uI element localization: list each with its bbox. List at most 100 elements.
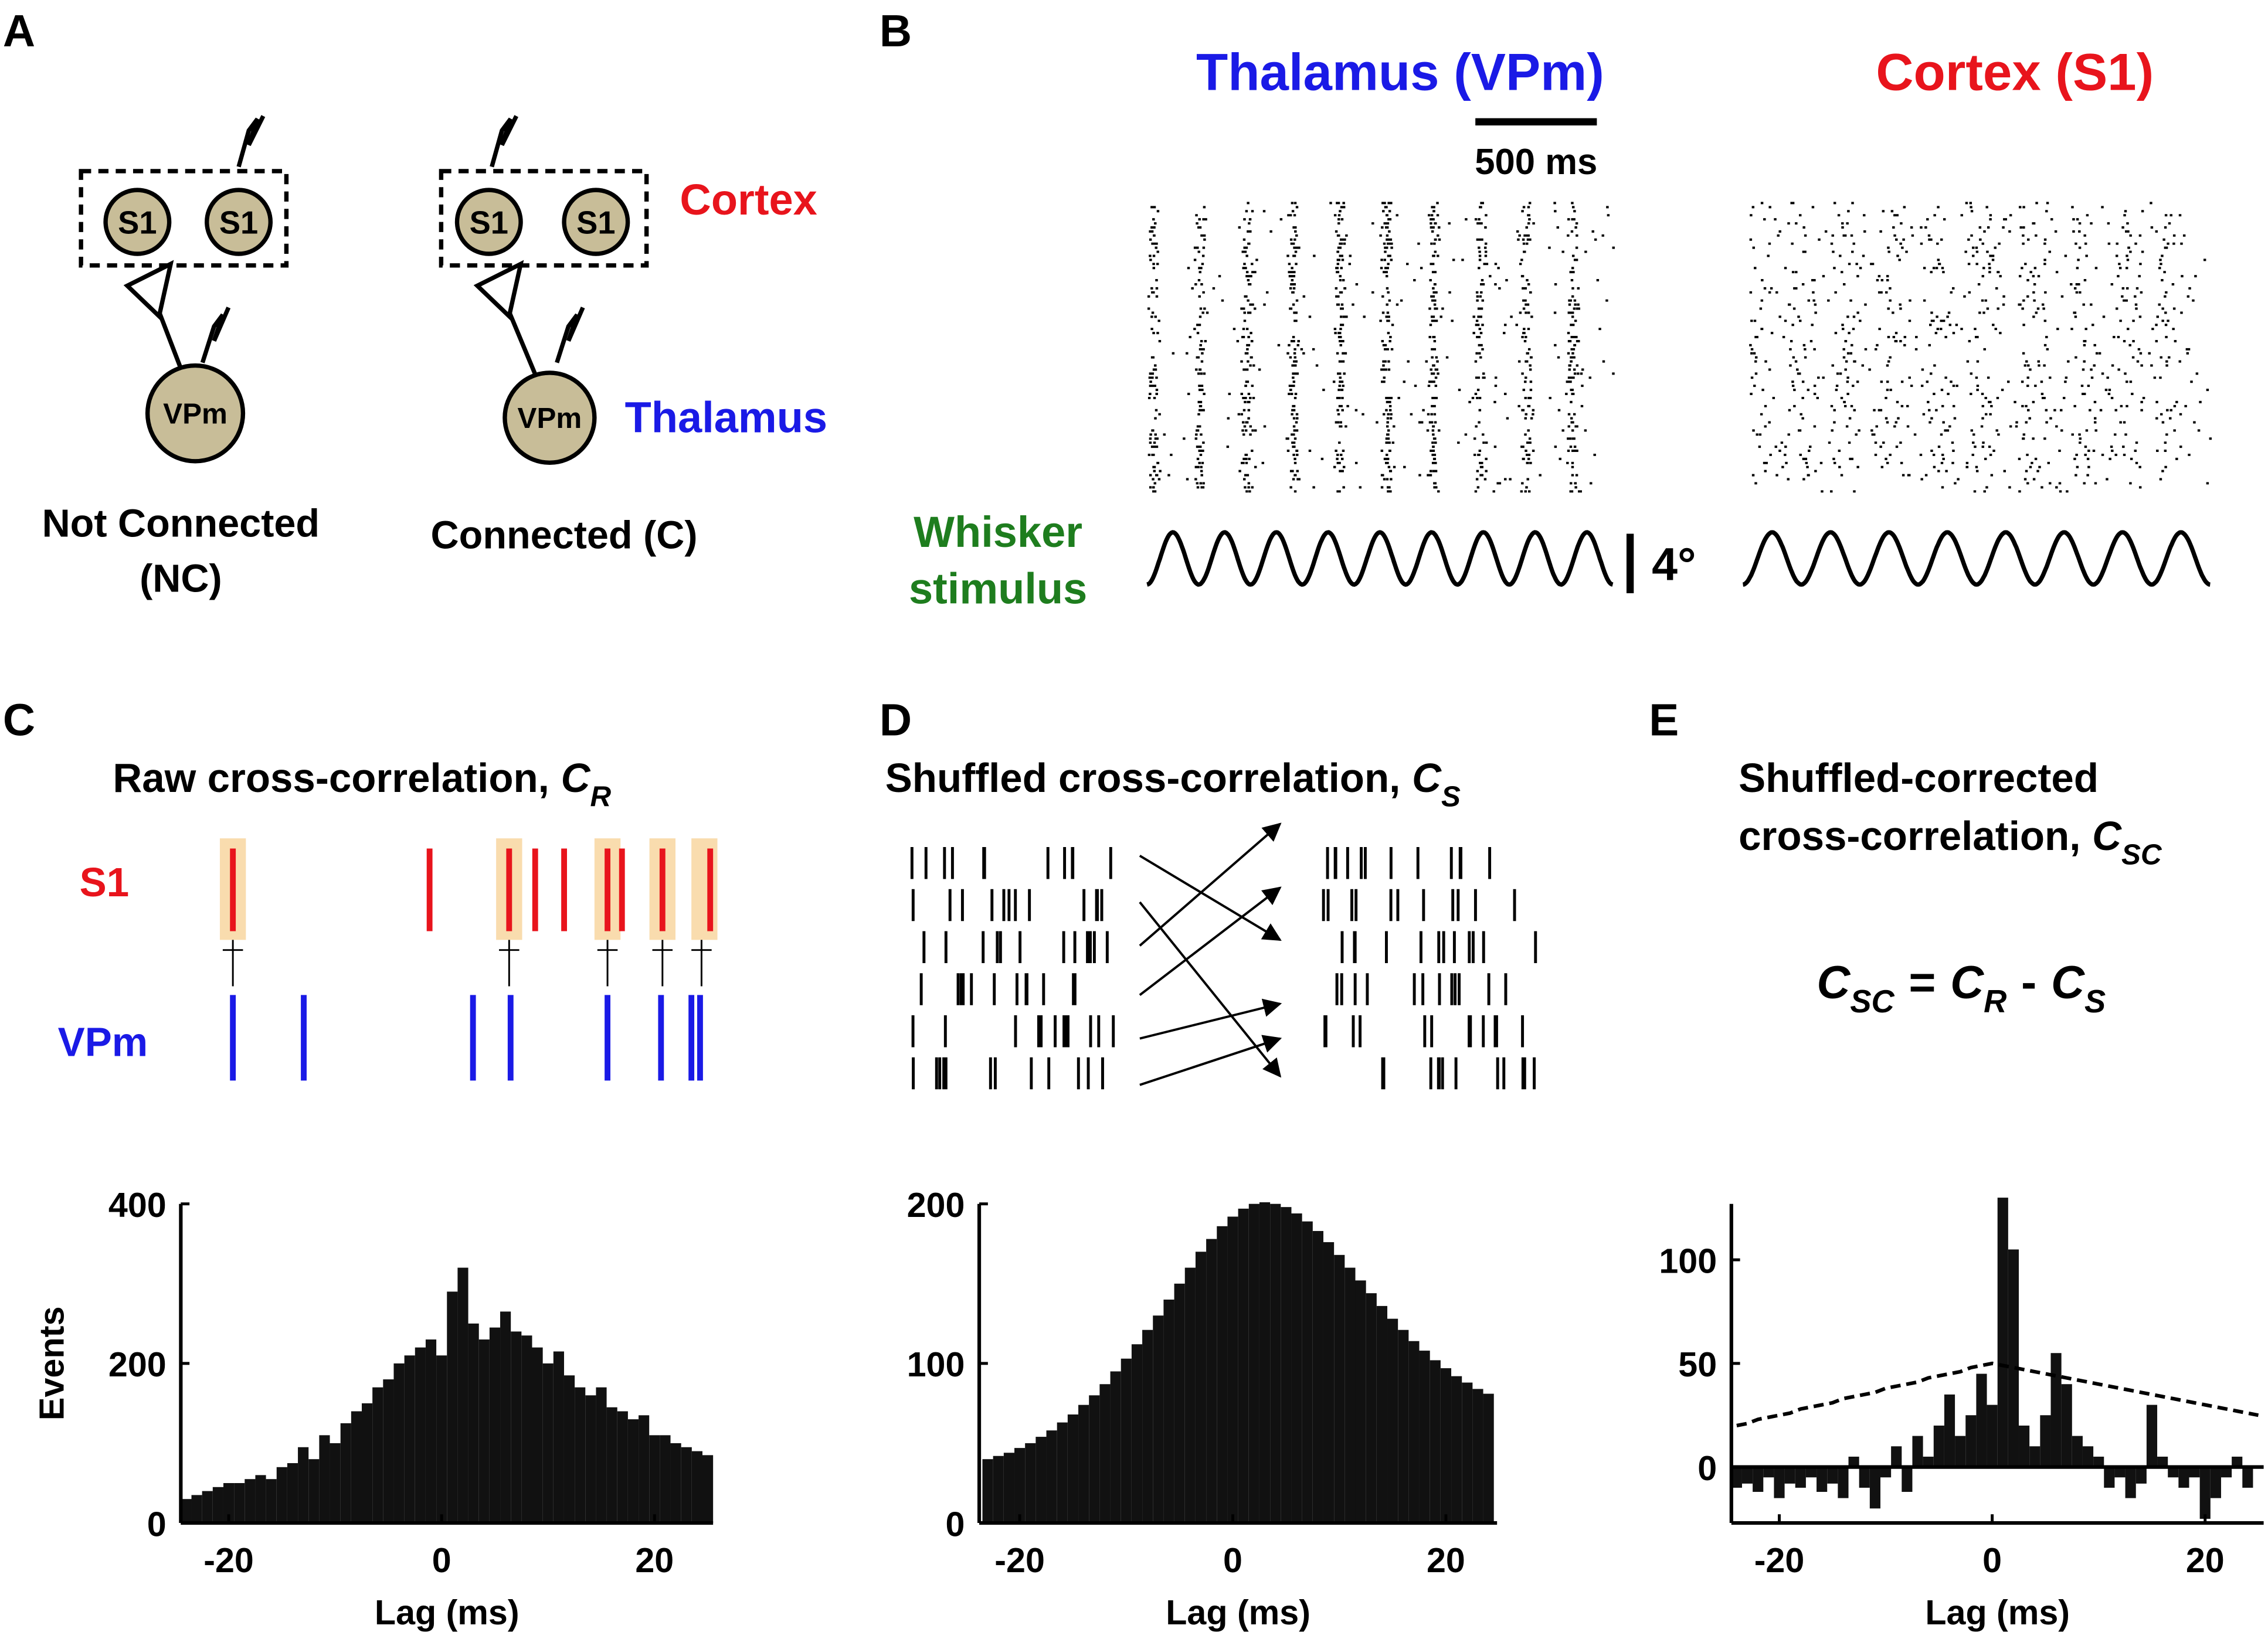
bar xyxy=(1270,1203,1281,1524)
x-tick-label: 0 xyxy=(1223,1541,1242,1580)
bar xyxy=(1238,1208,1249,1524)
bar xyxy=(2061,1384,2072,1467)
bar xyxy=(2189,1467,2200,1478)
diagram-nc xyxy=(79,115,289,464)
bar xyxy=(1334,1254,1345,1524)
bar xyxy=(1741,1467,1753,1484)
neuron-label: VPm xyxy=(163,397,228,430)
bar xyxy=(1078,1405,1089,1524)
bar xyxy=(1003,1453,1015,1524)
bar xyxy=(478,1339,490,1524)
bar xyxy=(202,1491,213,1524)
bar xyxy=(1462,1382,1473,1524)
bar xyxy=(1014,1448,1026,1524)
bar xyxy=(223,1483,235,1524)
y-tick-label: 0 xyxy=(147,1504,167,1543)
bar xyxy=(1902,1467,1913,1492)
cortex-box xyxy=(79,169,289,268)
panel-letter: B xyxy=(880,6,912,56)
neuron-label: S1 xyxy=(118,205,157,240)
bar xyxy=(1805,1467,1817,1478)
bar xyxy=(1344,1267,1356,1524)
raster xyxy=(1749,202,2212,493)
condition-label: Connected (C) xyxy=(431,514,698,557)
stimulus-trace xyxy=(1743,530,2211,587)
bar xyxy=(1089,1395,1100,1524)
raster-title: Cortex (S1) xyxy=(1876,42,2154,101)
bar xyxy=(2093,1456,2104,1467)
train-label: S1 xyxy=(80,859,129,905)
region-label: Cortex xyxy=(680,175,817,224)
bar xyxy=(181,1499,192,1524)
bar xyxy=(1869,1467,1880,1509)
title-subscript: R xyxy=(590,781,611,813)
bar xyxy=(681,1447,692,1524)
diagram-c xyxy=(439,115,649,465)
bar xyxy=(1025,1443,1036,1524)
bar xyxy=(670,1443,681,1524)
bar xyxy=(2072,1436,2083,1467)
raster xyxy=(1147,202,1615,493)
condition-label: Not Connected xyxy=(42,502,320,545)
bar xyxy=(1142,1329,1153,1524)
x-tick-label: 0 xyxy=(1982,1541,2002,1580)
y-tick-label: 200 xyxy=(907,1185,965,1225)
bar xyxy=(575,1387,586,1524)
x-tick-label: 20 xyxy=(2186,1541,2225,1580)
bar xyxy=(1376,1305,1388,1524)
bar xyxy=(1859,1467,1870,1488)
bar xyxy=(982,1459,993,1524)
bar xyxy=(425,1339,437,1524)
bar xyxy=(2082,1446,2094,1467)
bar xyxy=(1110,1371,1121,1524)
bar xyxy=(1408,1341,1420,1524)
bar xyxy=(2157,1456,2168,1467)
bar xyxy=(1848,1456,1859,1467)
title-text: Raw cross-correlation, xyxy=(113,755,549,801)
bar xyxy=(2210,1467,2221,1498)
neuron xyxy=(103,188,172,256)
bar xyxy=(2199,1467,2211,1519)
bar xyxy=(639,1415,650,1524)
electrode xyxy=(200,307,231,363)
bar xyxy=(2114,1467,2126,1478)
bar xyxy=(436,1355,447,1524)
y-axis-label: Events xyxy=(32,1307,72,1421)
bar xyxy=(1163,1300,1174,1524)
bar xyxy=(2029,1446,2040,1467)
bar xyxy=(393,1363,405,1524)
raster-title: Thalamus (VPm) xyxy=(1196,42,1604,101)
bar xyxy=(1387,1318,1398,1524)
bar xyxy=(351,1411,362,1524)
bar xyxy=(1323,1242,1335,1524)
y-tick-label: 200 xyxy=(108,1345,167,1384)
bar xyxy=(383,1379,394,1524)
bar xyxy=(2050,1353,2062,1467)
bar xyxy=(500,1311,511,1524)
bar xyxy=(1774,1467,1785,1498)
bar xyxy=(691,1451,702,1524)
spike-trains xyxy=(219,838,718,1081)
equation-subscript: SC xyxy=(1850,984,1894,1019)
bar xyxy=(617,1411,628,1524)
bar xyxy=(1472,1389,1483,1524)
bar xyxy=(245,1479,256,1524)
bar xyxy=(2019,1425,2030,1467)
bar xyxy=(415,1347,426,1524)
bar xyxy=(2242,1467,2253,1488)
panel-letter: E xyxy=(1649,695,1679,745)
title-symbol: C xyxy=(561,755,591,801)
equation: CSC = CR - CS xyxy=(1817,955,2106,1019)
x-tick-label: 20 xyxy=(635,1541,674,1580)
bar xyxy=(585,1395,596,1524)
bar xyxy=(1753,1467,1764,1492)
neuron xyxy=(562,188,630,256)
bar xyxy=(2221,1467,2232,1478)
equation-symbol: C xyxy=(1817,955,1851,1008)
bar xyxy=(1195,1252,1207,1524)
y-tick-label: 100 xyxy=(907,1345,965,1384)
bar xyxy=(993,1456,1004,1524)
bar xyxy=(542,1363,554,1524)
equation-operator: - xyxy=(2021,955,2036,1008)
